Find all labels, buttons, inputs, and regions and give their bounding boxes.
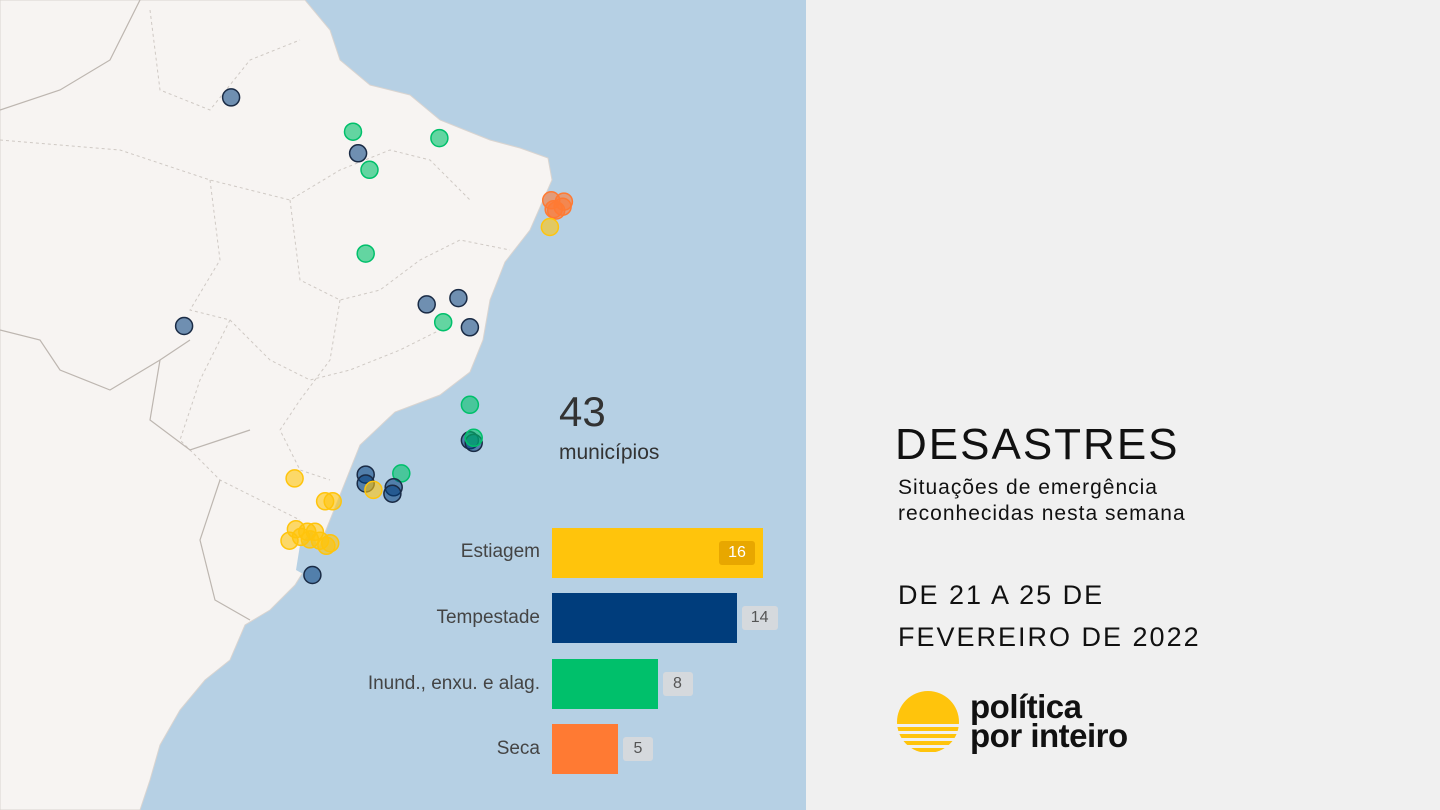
- land-south-america: [0, 0, 553, 810]
- marker-inundacoes[interactable]: [464, 428, 483, 448]
- map-svg: [0, 0, 574, 810]
- marker-estiagem[interactable]: [364, 480, 383, 500]
- subtitle-line2: reconhecidas nesta semana: [898, 502, 1186, 525]
- marker-estiagem[interactable]: [280, 531, 299, 550]
- marker-tempestade[interactable]: [174, 316, 194, 336]
- country-borders: [0, 0, 251, 621]
- sun-logo-icon: [897, 691, 959, 752]
- marker-inundacoes[interactable]: [343, 122, 363, 141]
- marker-tempestade[interactable]: [460, 318, 480, 337]
- bar-value-tempestade: 14: [741, 606, 778, 630]
- markers-layer: [174, 88, 574, 585]
- marker-tempestade[interactable]: [303, 565, 322, 585]
- bar-tempestade: [552, 593, 737, 643]
- bar-inundacoes: [552, 659, 658, 709]
- info-panel: [806, 0, 1440, 810]
- marker-inundacoes[interactable]: [360, 160, 379, 180]
- marker-tempestade[interactable]: [449, 288, 468, 308]
- marker-inundacoes[interactable]: [392, 464, 411, 483]
- marker-tempestade[interactable]: [383, 484, 402, 503]
- period-line1: DE 21 A 25 DE: [898, 580, 1105, 610]
- bar-value-seca: 5: [622, 737, 653, 761]
- total-municipios-label: municípios: [559, 441, 660, 464]
- page-title: DESASTRES: [895, 420, 1180, 469]
- marker-tempestade[interactable]: [417, 295, 436, 314]
- bar-label-estiagem: Estiagem: [460, 541, 540, 562]
- marker-tempestade[interactable]: [348, 144, 368, 163]
- period-line2: FEVEREIRO DE 2022: [898, 622, 1201, 652]
- marker-inundacoes[interactable]: [460, 395, 480, 415]
- logo-text-line1: política: [970, 688, 1082, 725]
- marker-inundacoes[interactable]: [356, 244, 375, 263]
- marker-estiagem[interactable]: [317, 536, 336, 556]
- marker-tempestade[interactable]: [221, 88, 241, 107]
- marker-seca[interactable]: [544, 199, 563, 219]
- marker-estiagem[interactable]: [323, 492, 342, 511]
- subtitle-line1: Situações de emergência: [898, 476, 1158, 499]
- map[interactable]: 43 municípios Estiagem Tempestade Inund.…: [0, 0, 806, 810]
- logo-text-line2: por inteiro: [970, 717, 1128, 754]
- bar-label-seca: Seca: [496, 738, 540, 759]
- total-municipios-value: 43: [559, 388, 606, 435]
- bar-label-tempestade: Tempestade: [436, 607, 540, 628]
- bar-seca: [552, 724, 618, 774]
- state-borders: [0, 9, 511, 521]
- marker-estiagem[interactable]: [540, 217, 560, 237]
- bar-value-estiagem: 16: [719, 541, 755, 565]
- marker-estiagem[interactable]: [285, 469, 304, 488]
- bar-value-inundacoes: 8: [662, 672, 693, 696]
- marker-inundacoes[interactable]: [430, 128, 449, 148]
- marker-inundacoes[interactable]: [433, 312, 453, 332]
- bar-label-inundacoes: Inund., enxu. e alag.: [367, 673, 540, 694]
